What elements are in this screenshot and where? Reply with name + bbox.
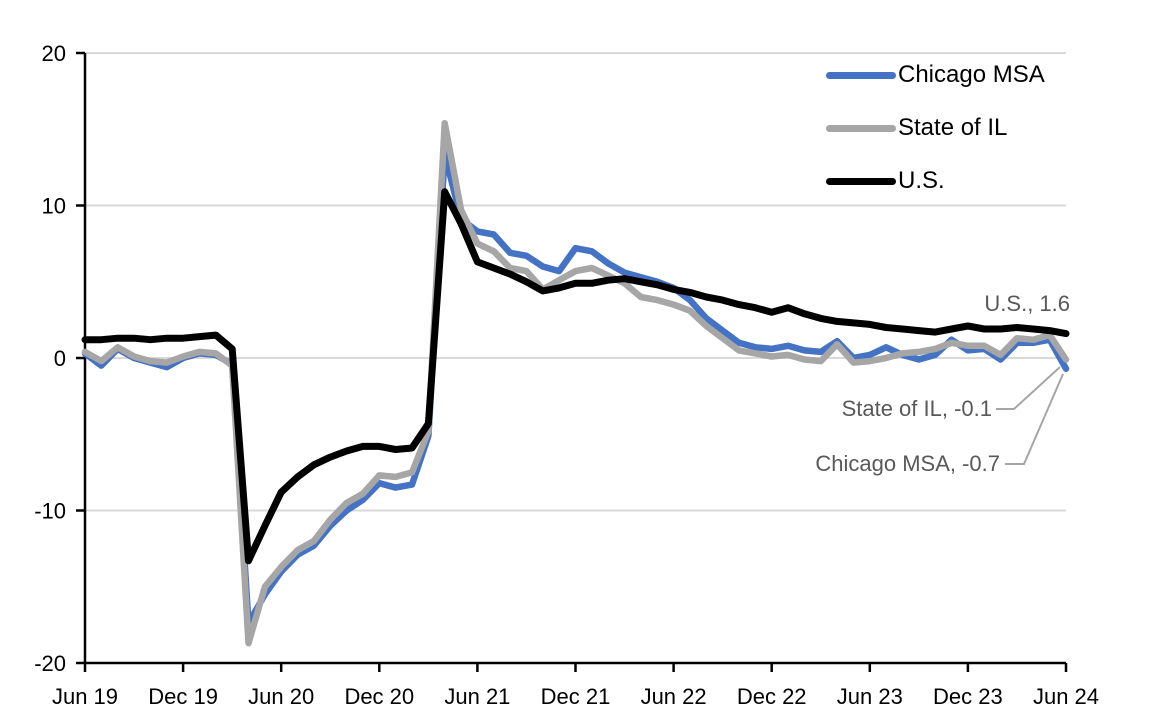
legend-swatch-chicago-msa-icon [826, 71, 896, 79]
x-tick-label-dec-19: Dec 19 [148, 684, 218, 709]
x-tick-label-jun-24: Jun 24 [1033, 684, 1099, 709]
legend-item-state-of-il: State of IL [826, 115, 1045, 141]
leader-line-chicago-msa [1005, 373, 1064, 465]
x-tick-label-jun-23: Jun 23 [837, 684, 903, 709]
x-tick-label-jun-19: Jun 19 [52, 684, 118, 709]
x-tick-label-jun-20: Jun 20 [248, 684, 314, 709]
legend-swatch-us-icon [826, 177, 896, 185]
legend-label-us: U.S. [898, 167, 945, 194]
x-tick-label-dec-23: Dec 23 [933, 684, 1003, 709]
annotation-us-end-value: U.S., 1.6 [984, 291, 1070, 316]
chart-legend: Chicago MSA State of IL U.S. [826, 62, 1045, 221]
legend-item-us: U.S. [826, 168, 1045, 194]
y-tick-label-10: 10 [42, 194, 66, 219]
y-tick-label--20: -20 [34, 651, 66, 676]
legend-item-chicago-msa: Chicago MSA [826, 62, 1045, 88]
legend-label-chicago-msa: Chicago MSA [898, 61, 1045, 88]
x-tick-label-jun-21: Jun 21 [444, 684, 510, 709]
series-line-state-of-il [81, 119, 1070, 647]
series-line-u-s [81, 188, 1070, 565]
annotation-chicago-msa-end-value: Chicago MSA, -0.7 [815, 451, 1000, 476]
leader-line-state-of-il [996, 366, 1061, 410]
x-tick-label-dec-21: Dec 21 [541, 684, 611, 709]
x-tick-label-dec-20: Dec 20 [344, 684, 414, 709]
x-tick-label-jun-22: Jun 22 [641, 684, 707, 709]
y-tick-label--10: -10 [34, 499, 66, 524]
x-tick-label-dec-22: Dec 22 [737, 684, 807, 709]
annotation-state-of-il-end-value: State of IL, -0.1 [841, 396, 992, 421]
y-tick-label-0: 0 [54, 346, 66, 371]
y-tick-label-20: 20 [42, 41, 66, 66]
legend-label-state-of-il: State of IL [898, 114, 1008, 141]
legend-swatch-state-of-il-icon [826, 124, 896, 132]
